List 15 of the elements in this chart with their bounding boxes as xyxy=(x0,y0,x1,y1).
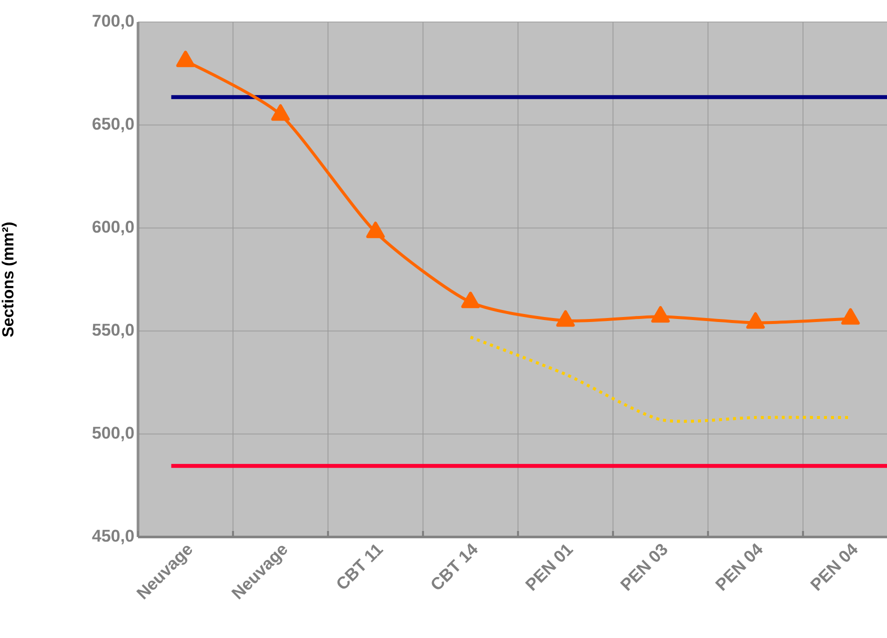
point xyxy=(176,50,195,68)
y-tick-label: 450,0 xyxy=(92,530,134,544)
y-tick-label: 700,0 xyxy=(92,14,134,30)
y-tick-label: 600,0 xyxy=(92,220,134,236)
point xyxy=(746,312,765,329)
y-axis-title: Sections (mm²) xyxy=(2,222,17,337)
y-tick-label: 500,0 xyxy=(92,426,134,442)
point xyxy=(556,310,575,327)
point xyxy=(651,306,670,323)
point xyxy=(271,104,290,121)
y-tick-label: 650,0 xyxy=(92,118,134,132)
point xyxy=(461,292,480,308)
y-tick-label: 550,0 xyxy=(92,324,134,338)
point xyxy=(841,308,860,325)
point xyxy=(366,222,385,238)
